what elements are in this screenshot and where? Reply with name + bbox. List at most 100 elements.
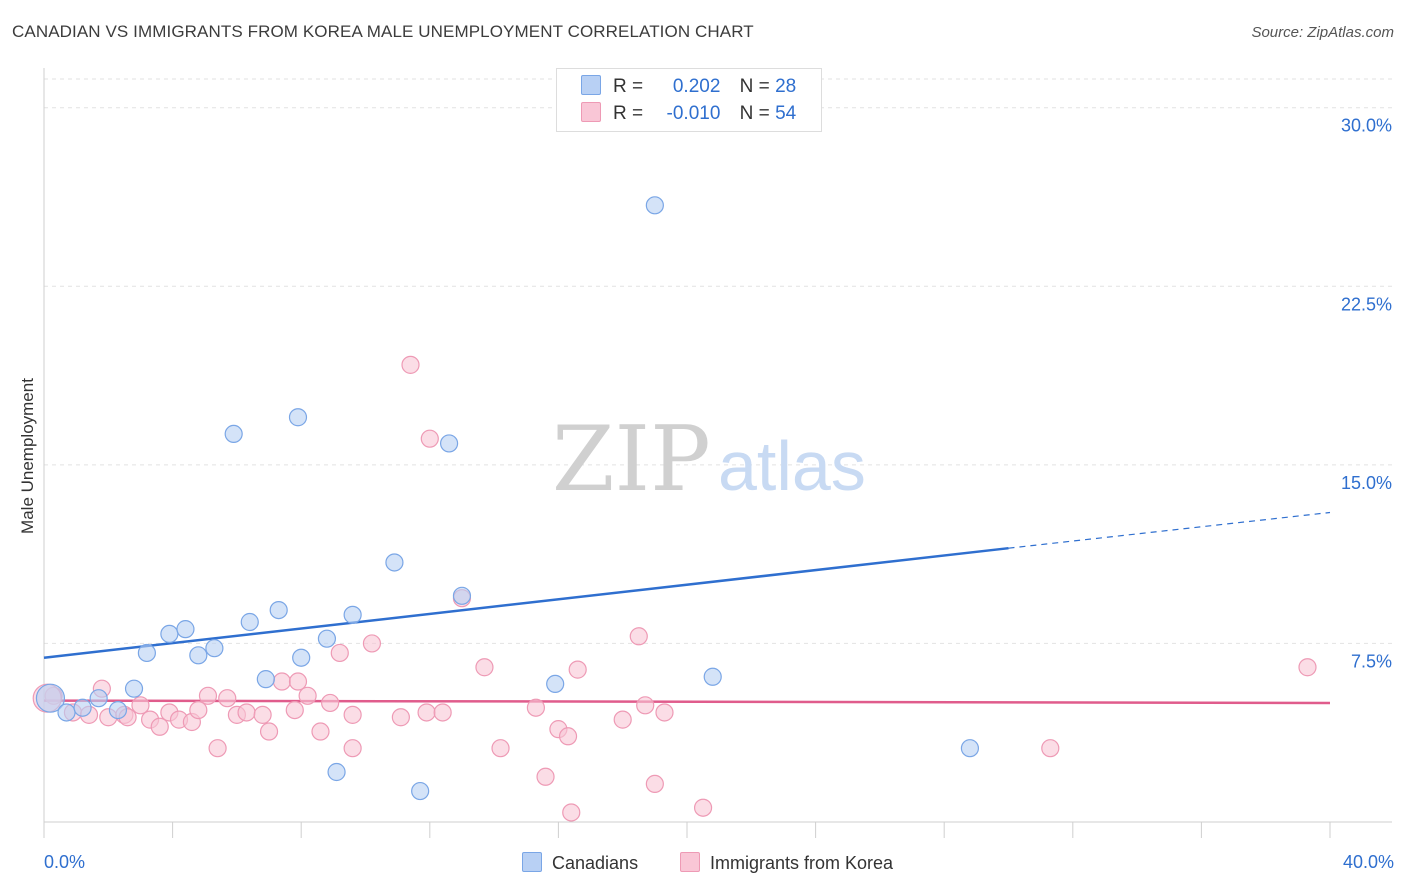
point-canadians [288, 408, 308, 427]
point-korea [420, 429, 439, 448]
point-canadians [703, 667, 722, 686]
point-korea [568, 660, 587, 679]
point-korea [693, 798, 713, 817]
correlation-legend: R = 0.202 N = 28 R = -0.010 N = 54 [556, 68, 822, 132]
point-korea [401, 355, 420, 374]
watermark: ZIP atlas [552, 407, 866, 512]
point-korea [475, 658, 494, 677]
legend-row-korea: R = -0.010 N = 54 [581, 102, 796, 124]
point-korea [655, 703, 674, 722]
chart-title: CANADIAN VS IMMIGRANTS FROM KOREA MALE U… [12, 22, 754, 41]
point-canadians [240, 612, 259, 632]
point-canadians [176, 620, 195, 639]
point-korea [491, 739, 510, 758]
point-korea [558, 727, 578, 746]
pink-swatch-icon [581, 102, 601, 122]
point-canadians [205, 639, 224, 658]
r-value-korea: -0.010 [666, 103, 721, 124]
point-canadians [35, 683, 66, 713]
point-korea [417, 703, 436, 722]
point-korea [1298, 658, 1317, 677]
trend-line-korea [43, 699, 1331, 705]
legend-label-korea: Immigrants from Korea [710, 853, 894, 873]
point-canadians [269, 600, 288, 620]
n-value-canadians: 28 [775, 76, 797, 97]
watermark-atlas: atlas [718, 427, 866, 505]
n-value-korea: 54 [775, 103, 797, 124]
point-korea [343, 739, 362, 758]
watermark-zip: ZIP [552, 407, 711, 512]
point-canadians [317, 629, 337, 648]
point-korea [629, 627, 648, 646]
point-canadians [224, 424, 243, 444]
point-korea [198, 686, 218, 705]
point-korea [636, 696, 655, 715]
point-canadians [89, 689, 108, 708]
point-canadians [292, 648, 311, 667]
point-canadians [160, 624, 179, 644]
point-korea [645, 774, 664, 794]
point-korea [253, 705, 272, 724]
y-tick-label: 22.5% [1341, 294, 1392, 314]
gridlines [44, 78, 1392, 644]
point-korea [362, 634, 382, 653]
point-korea [613, 710, 632, 729]
point-canadians [385, 553, 404, 572]
point-korea [311, 722, 330, 741]
y-tick-label: 7.5% [1351, 651, 1392, 671]
point-korea [285, 700, 304, 720]
n-label: N = [739, 76, 770, 97]
point-korea [433, 703, 452, 722]
point-korea [259, 722, 279, 741]
point-korea [272, 672, 292, 691]
point-canadians [137, 643, 156, 663]
point-canadians [452, 586, 472, 605]
point-korea [343, 705, 362, 724]
point-canadians [960, 739, 980, 758]
pink-swatch-icon [680, 852, 700, 872]
trend-line-canadians-extension [1008, 511, 1331, 549]
r-value-canadians: 0.202 [672, 76, 721, 97]
point-korea [391, 708, 410, 727]
point-korea [237, 703, 256, 722]
tick-labels: 7.5% 15.0% 22.5% 30.0% [1341, 116, 1392, 672]
point-korea [321, 693, 340, 713]
point-korea [526, 698, 545, 717]
y-tick-label: 15.0% [1341, 473, 1392, 493]
point-canadians [411, 781, 430, 801]
r-label: R = [613, 76, 644, 97]
point-korea [562, 803, 581, 822]
n-label: N = [739, 103, 770, 124]
data-points [32, 196, 1317, 822]
point-korea [189, 700, 208, 720]
point-korea [288, 672, 308, 691]
point-korea [298, 686, 317, 705]
point-korea [330, 643, 349, 663]
legend-row-canadians: R = 0.202 N = 28 [581, 75, 796, 97]
point-canadians [343, 605, 362, 624]
r-label: R = [613, 103, 644, 124]
point-canadians [73, 698, 92, 717]
legend-item-canadians: Canadians [522, 852, 638, 874]
y-axis-title: Male Unemployment [18, 378, 37, 534]
point-canadians [439, 434, 459, 453]
trend-line-canadians [43, 546, 1009, 659]
point-korea [150, 717, 169, 736]
point-canadians [124, 679, 144, 698]
x-tick-min: 0.0% [44, 852, 86, 872]
point-canadians [189, 646, 208, 665]
blue-swatch-icon [581, 75, 601, 95]
legend-item-korea: Immigrants from Korea [680, 852, 893, 874]
point-canadians [645, 196, 664, 215]
point-korea [536, 767, 555, 786]
point-canadians [108, 700, 128, 720]
y-tick-label: 30.0% [1341, 116, 1392, 136]
legend-label-canadians: Canadians [552, 853, 639, 873]
point-korea [218, 689, 237, 708]
point-korea [208, 739, 227, 758]
point-canadians [546, 674, 565, 694]
source-label: Source: ZipAtlas.com [1251, 24, 1394, 41]
point-canadians [57, 703, 76, 722]
blue-swatch-icon [522, 852, 542, 872]
